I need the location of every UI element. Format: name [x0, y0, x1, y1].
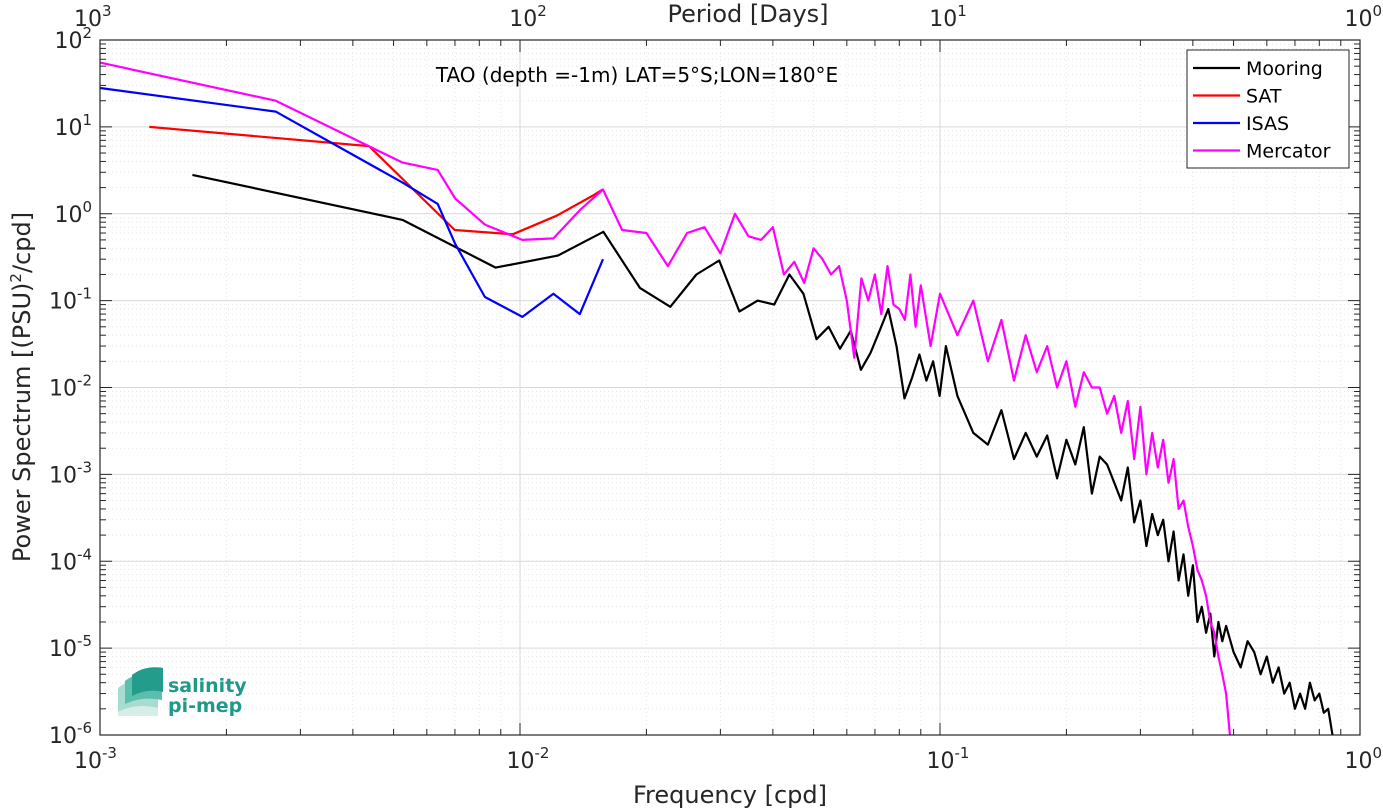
y-tick-label: 100 [54, 198, 92, 228]
series-line-mooring [192, 173, 1334, 736]
legend-label-mercator: Mercator [1246, 141, 1331, 163]
logo-waves-icon [118, 667, 163, 716]
x-tick-label: 100 [1344, 744, 1382, 774]
legend-label-sat: SAT [1246, 86, 1282, 108]
logo-line2: pi-mep [168, 695, 242, 717]
y-axis-label-exp: 2 [7, 273, 25, 283]
top-tick-label: 102 [509, 2, 547, 32]
y-tick-label: 10-4 [49, 545, 92, 575]
y-axis-label-main: Power Spectrum [(PSU) [8, 283, 36, 562]
top-axis-label: Period [Days] [667, 0, 828, 28]
y-tick-label: 101 [54, 111, 92, 141]
top-tick-label: 100 [1344, 2, 1382, 32]
series-line-isas [99, 86, 605, 318]
y-tick-label: 10-3 [49, 458, 92, 488]
x-tick-labels: 10-3 10-2 10-1 100 [74, 744, 1382, 774]
legend-label-isas: ISAS [1246, 113, 1289, 135]
y-tick-label: 102 [54, 24, 92, 54]
y-axis-label: Power Spectrum [(PSU)2/cpd] [7, 212, 36, 562]
x-axis-label: Frequency [cpd] [633, 781, 827, 809]
y-tick-labels: 102 101 100 10-1 10-2 10-3 10-4 10-5 10-6 [49, 24, 92, 749]
tick-marks [99, 39, 1361, 736]
legend-label-mooring: Mooring [1246, 58, 1323, 80]
x-tick-label: 10-1 [927, 744, 970, 774]
x-tick-label: 10-2 [507, 744, 550, 774]
logo-line1: salinity [168, 675, 247, 697]
top-tick-labels: 103 102 101 100 [74, 2, 1382, 32]
series-layer [99, 61, 1334, 736]
chart-title: TAO (depth =-1m) LAT=5°S;LON=180°E [435, 63, 838, 87]
y-tick-label: 10-2 [49, 372, 92, 402]
salinity-pi-mep-logo: salinity pi-mep [118, 667, 247, 717]
top-tick-label: 101 [929, 2, 967, 32]
x-tick-label: 10-3 [74, 744, 117, 774]
series-line-mercator [99, 61, 1231, 736]
legend-box [1186, 49, 1350, 169]
y-axis-label-tail: /cpd] [8, 212, 36, 273]
y-tick-label: 10-6 [49, 719, 92, 749]
legend: Mooring SAT ISAS Mercator [1186, 49, 1350, 169]
top-tick-label: 103 [74, 2, 112, 32]
y-tick-label: 10-5 [49, 632, 92, 662]
y-tick-label: 10-1 [49, 285, 92, 315]
